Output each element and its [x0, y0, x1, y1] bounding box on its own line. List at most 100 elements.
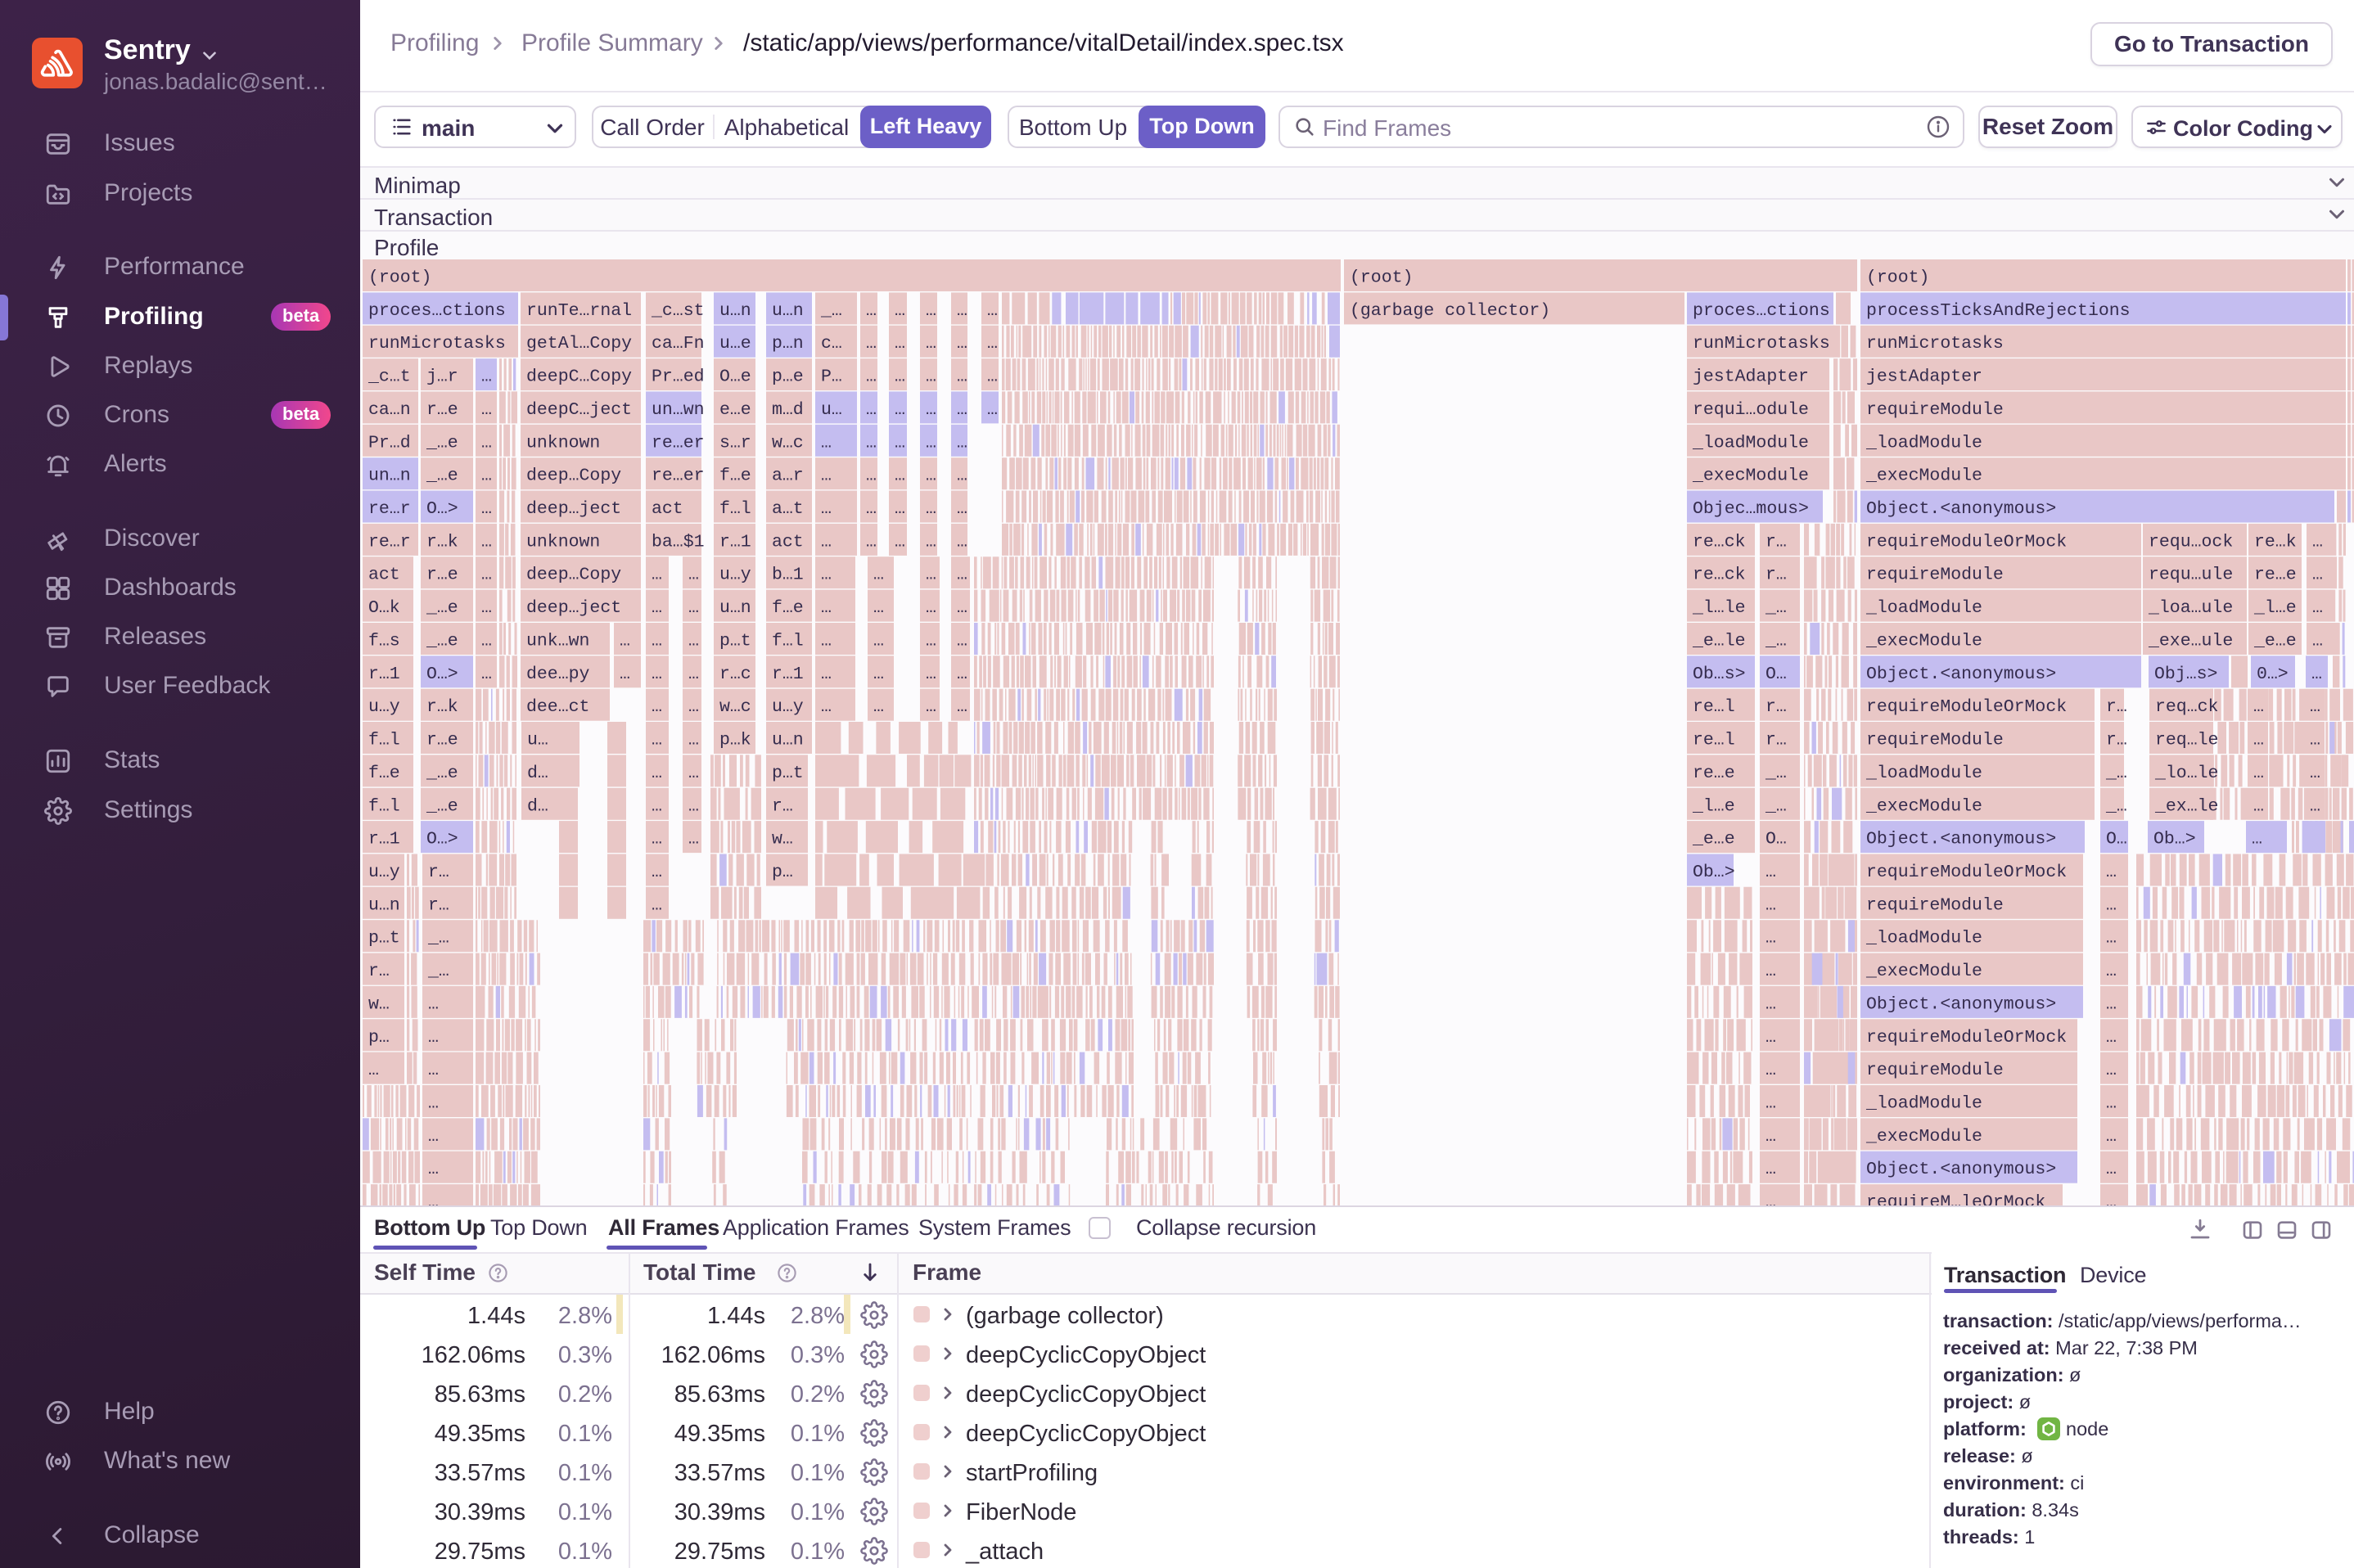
svg-text:re…k: re…k — [2254, 532, 2297, 552]
svg-text:u…: u… — [527, 731, 548, 750]
svg-text:…: … — [987, 367, 998, 387]
svg-text:…: … — [957, 598, 967, 618]
svg-text:_l…e: _l…e — [1692, 796, 1735, 816]
svg-text:_execModule: _execModule — [1865, 796, 1982, 816]
svg-text:Ob…>: Ob…> — [2153, 830, 2196, 849]
svg-text:…: … — [652, 863, 662, 882]
svg-text:_l…le: _l…le — [1692, 598, 1746, 618]
svg-text:…: … — [428, 1127, 439, 1147]
svg-text:…: … — [866, 466, 877, 486]
svg-text:_…: _… — [1765, 796, 1787, 816]
svg-text:…: … — [1766, 1094, 1776, 1114]
svg-text:_…: _… — [1765, 632, 1787, 651]
svg-text:r…: r… — [772, 796, 793, 816]
svg-text:Pr…ed: Pr…ed — [652, 367, 705, 387]
svg-text:u…e: u…e — [719, 334, 751, 354]
svg-text:_loadModule: _loadModule — [1865, 598, 1982, 618]
svg-text:p…: p… — [772, 863, 793, 882]
svg-text:…: … — [926, 466, 936, 486]
svg-text:O…e: O…e — [719, 367, 751, 387]
svg-text:_…: _… — [427, 929, 449, 948]
svg-text:u…: u… — [821, 400, 842, 420]
svg-text:…: … — [957, 499, 967, 519]
svg-text:…: … — [866, 433, 877, 453]
svg-text:deep…ject: deep…ject — [526, 499, 621, 519]
svg-text:w…c: w…c — [772, 433, 804, 453]
svg-text:r…: r… — [1766, 731, 1787, 750]
svg-text:…: … — [652, 731, 662, 750]
svg-text:u…n: u…n — [719, 598, 751, 618]
svg-text:_c…t: _c…t — [368, 367, 411, 387]
svg-text:…: … — [926, 433, 936, 453]
svg-text:…: … — [652, 895, 662, 915]
svg-text:Object.<anonymous>: Object.<anonymous> — [1866, 1160, 2056, 1179]
svg-text:runMicrotasks: runMicrotasks — [368, 334, 506, 354]
svg-text:runMicrotasks: runMicrotasks — [1693, 334, 1830, 354]
svg-text:p…e: p…e — [772, 367, 804, 387]
svg-text:w…: w… — [772, 830, 793, 849]
svg-text:_…: _… — [2105, 764, 2127, 783]
svg-text:p…k: p…k — [719, 731, 751, 750]
svg-text:b…1: b…1 — [772, 565, 804, 585]
svg-text:_loadModule: _loadModule — [1865, 433, 1982, 453]
svg-text:…: … — [821, 499, 832, 519]
svg-text:…: … — [481, 466, 492, 486]
svg-text:…: … — [1766, 1127, 1776, 1147]
svg-text:_lo…le: _lo…le — [2154, 764, 2218, 783]
svg-text:…: … — [957, 697, 967, 717]
svg-text:_…e: _…e — [426, 632, 458, 651]
svg-text:r…1: r…1 — [772, 665, 804, 684]
svg-text:…: … — [1766, 863, 1776, 882]
svg-text:_execModule: _execModule — [1692, 466, 1809, 486]
svg-text:…: … — [873, 697, 884, 717]
svg-text:act: act — [772, 532, 804, 552]
svg-text:O…>: O…> — [426, 499, 458, 519]
svg-text:p…t: p…t — [368, 929, 400, 948]
svg-text:re…r: re…r — [368, 532, 411, 552]
svg-text:…: … — [481, 665, 492, 684]
svg-text:Ob…s>: Ob…s> — [1693, 665, 1746, 684]
svg-text:…: … — [1766, 1028, 1776, 1048]
svg-text:…: … — [688, 632, 699, 651]
svg-text:_e…e: _e…e — [1692, 830, 1735, 849]
svg-text:a…t: a…t — [772, 499, 804, 519]
svg-text:…: … — [866, 367, 877, 387]
svg-text:w…c: w…c — [719, 697, 751, 717]
svg-text:_exe…ule: _exe…ule — [2148, 632, 2233, 651]
svg-text:_execModule: _execModule — [1865, 632, 1982, 651]
svg-text:requireModuleOrMock: requireModuleOrMock — [1866, 532, 2067, 552]
svg-text:p…t: p…t — [772, 764, 804, 783]
svg-text:r…: r… — [428, 895, 449, 915]
svg-text:u…n: u…n — [719, 301, 751, 321]
svg-text:…: … — [2106, 962, 2117, 981]
svg-text:(root): (root) — [368, 268, 431, 288]
svg-text:…: … — [873, 565, 884, 585]
svg-text:…: … — [2253, 796, 2264, 816]
svg-text:un…wn: un…wn — [652, 400, 705, 420]
svg-text:Pr…d: Pr…d — [368, 433, 411, 453]
svg-text:…: … — [957, 301, 967, 321]
svg-text:r…e: r…e — [426, 731, 458, 750]
svg-text:…: … — [821, 632, 832, 651]
svg-text:r…: r… — [368, 962, 390, 981]
svg-text:requireModuleOrMock: requireModuleOrMock — [1866, 863, 2067, 882]
svg-text:…: … — [895, 400, 905, 420]
svg-text:O…>: O…> — [426, 830, 458, 849]
svg-text:req…le: req…le — [2155, 731, 2218, 750]
svg-text:…: … — [481, 433, 492, 453]
svg-text:…: … — [2312, 532, 2323, 552]
svg-text:P…: P… — [821, 367, 842, 387]
svg-text:…: … — [2253, 697, 2264, 717]
svg-text:deep…Copy: deep…Copy — [526, 466, 621, 486]
svg-text:…: … — [688, 796, 699, 816]
svg-text:…: … — [652, 665, 662, 684]
svg-text:act: act — [368, 565, 400, 585]
svg-text:…: … — [987, 334, 998, 354]
svg-text:r…: r… — [2106, 731, 2127, 750]
svg-text:requireModuleOrMock: requireModuleOrMock — [1866, 697, 2067, 717]
svg-text:…: … — [926, 301, 936, 321]
svg-text:deepC…ject: deepC…ject — [526, 400, 632, 420]
svg-text:…: … — [2312, 598, 2323, 618]
svg-text:Object.<anonymous>: Object.<anonymous> — [1866, 665, 2056, 684]
svg-text:O…: O… — [1766, 665, 1787, 684]
